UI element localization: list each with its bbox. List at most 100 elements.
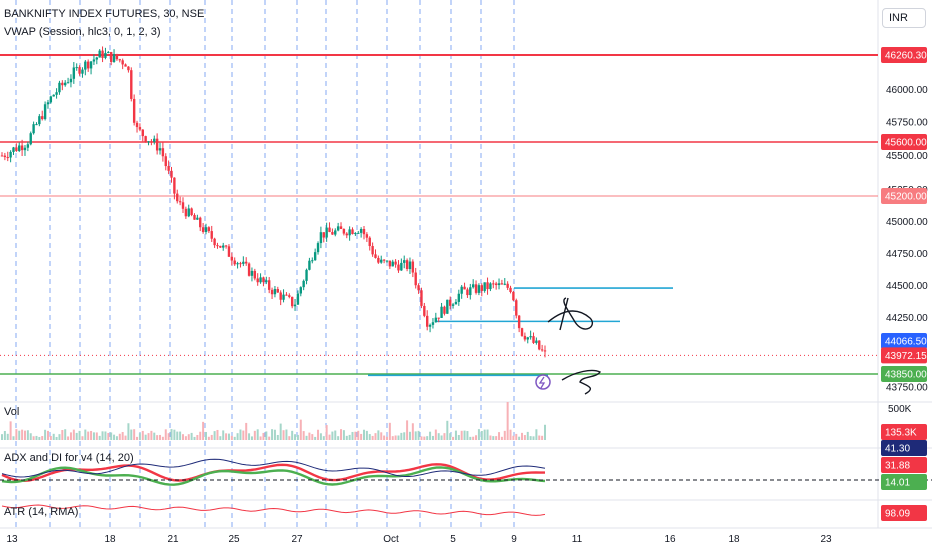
candle-body xyxy=(288,295,291,297)
candle-body xyxy=(431,322,435,325)
volume-bar xyxy=(64,429,67,440)
volume-bar xyxy=(500,436,503,440)
candle-body xyxy=(532,336,535,343)
adx-value-tag: 41.30 xyxy=(885,444,910,455)
candle-body xyxy=(325,227,328,238)
candle-body xyxy=(230,256,234,261)
candle-body xyxy=(500,283,504,285)
time-tick-label: 25 xyxy=(228,534,240,545)
candle-body xyxy=(15,147,18,151)
candle-body xyxy=(357,232,360,234)
volume-bar xyxy=(354,431,357,440)
candle-body xyxy=(486,282,489,290)
candle-body xyxy=(492,283,495,285)
currency-selector[interactable]: INR xyxy=(882,8,926,28)
candle-body xyxy=(130,70,133,99)
volume-bar xyxy=(233,436,236,440)
volume-bar xyxy=(259,436,262,440)
candle-body xyxy=(316,243,320,253)
volume-bar xyxy=(296,434,299,440)
volume-bar xyxy=(535,429,538,440)
volume-bar xyxy=(342,430,345,440)
volume-bar xyxy=(18,430,21,440)
time-tick-label: 11 xyxy=(572,534,583,545)
time-tick-label: 9 xyxy=(511,534,517,545)
volume-bar xyxy=(253,430,256,440)
volume-bar xyxy=(167,433,170,440)
atr-label[interactable]: ATR (14, RMA) xyxy=(4,506,79,518)
candlestick-series xyxy=(0,46,547,358)
price-level-tag: 46260.30 xyxy=(885,51,927,62)
candle-body xyxy=(196,217,199,220)
adx-label[interactable]: ADX and DI for v4 (14, 20) xyxy=(4,452,134,464)
volume-bar xyxy=(457,435,460,440)
volume-bar xyxy=(276,434,279,440)
candle-body xyxy=(69,78,73,83)
candle-body xyxy=(233,260,236,265)
candle-body xyxy=(454,301,458,305)
volume-bar xyxy=(69,432,72,440)
volume-bar xyxy=(144,434,147,440)
candle-body xyxy=(55,92,58,95)
candle-body xyxy=(477,285,481,293)
volume-bar xyxy=(319,433,322,440)
candle-body xyxy=(517,315,521,329)
candle-body xyxy=(239,263,242,265)
volume-bar xyxy=(248,433,251,440)
horizontal-levels[interactable] xyxy=(0,54,878,375)
volume-bar xyxy=(506,402,509,440)
candle-body xyxy=(420,290,423,306)
candle-body xyxy=(184,208,188,217)
volume-bar xyxy=(124,435,127,440)
candle-body xyxy=(49,96,53,103)
candle-body xyxy=(489,283,492,290)
volume-bar xyxy=(150,430,153,440)
price-tick-label: 45000.00 xyxy=(886,217,928,228)
volume-bar xyxy=(199,431,202,440)
adx-value-tag: 31.88 xyxy=(885,461,910,472)
volume-bar xyxy=(273,429,276,440)
volume-bar xyxy=(147,433,150,440)
adx-line xyxy=(1,458,546,478)
volume-bar xyxy=(38,436,41,440)
volume-bar xyxy=(345,435,348,440)
vwap-legend-label[interactable]: VWAP (Session, hlc3, 0, 1, 2, 3) xyxy=(4,26,161,38)
volume-last-tag-bg xyxy=(881,424,927,440)
volume-bar xyxy=(67,436,70,440)
candle-body xyxy=(147,141,150,143)
volume-bar xyxy=(182,434,184,440)
volume-bar xyxy=(486,429,489,440)
candle-body xyxy=(72,67,76,79)
volume-bar xyxy=(153,432,156,440)
volume-bar xyxy=(15,429,18,440)
candle-body xyxy=(66,82,70,84)
candle-body xyxy=(380,259,383,263)
volume-label[interactable]: Vol xyxy=(4,406,20,418)
time-tick-label: 18 xyxy=(728,534,740,545)
candle-body xyxy=(190,208,193,216)
candle-body xyxy=(523,335,527,340)
volume-bar xyxy=(503,430,506,440)
volume-bar xyxy=(170,429,173,440)
candle-body xyxy=(219,245,222,248)
candle-body xyxy=(236,263,239,265)
trend-lines[interactable] xyxy=(368,287,673,377)
candle-body xyxy=(529,336,532,338)
chart-symbol-title[interactable]: BANKNIFTY INDEX FUTURES, 30, NSE xyxy=(4,8,205,20)
volume-bar xyxy=(193,436,196,440)
hand-drawn-annotations xyxy=(535,297,602,395)
volume-bar xyxy=(98,435,101,440)
candle-body xyxy=(414,272,417,286)
volume-bar xyxy=(72,429,75,440)
candle-body xyxy=(483,282,486,291)
volume-bar xyxy=(121,432,124,440)
volume-bar xyxy=(291,430,294,440)
candle-body xyxy=(354,232,357,235)
volume-bar xyxy=(483,429,486,440)
plus-di-line xyxy=(1,463,545,483)
candle-body xyxy=(526,337,529,340)
candle-body xyxy=(29,133,32,145)
volume-axis-tick: 500K xyxy=(888,404,912,415)
candle-body xyxy=(256,278,259,283)
